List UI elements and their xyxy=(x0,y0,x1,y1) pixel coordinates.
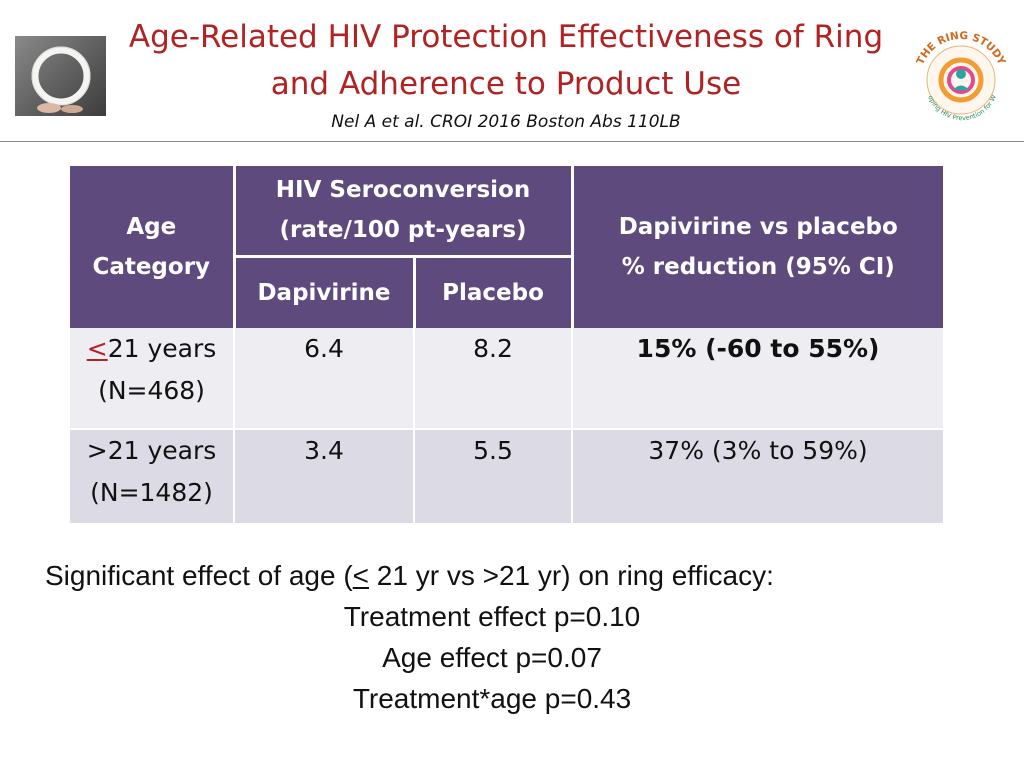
age-symbol: < xyxy=(86,334,108,363)
title-line-2: and Adherence to Product Use xyxy=(270,66,742,102)
placebo-rate: 8.2 xyxy=(412,328,573,429)
results-table: Age Category HIV Seroconversion (rate/10… xyxy=(70,166,944,523)
seroconversion-header: HIV Seroconversion (rate/100 pt-years) xyxy=(232,166,574,258)
table-row: >21 years (N=1482) 3.4 5.5 37% (3% to 59… xyxy=(70,428,944,523)
statistics-notes: Significant effect of age (< 21 yr vs >2… xyxy=(30,555,954,719)
age-category-header: Age Category xyxy=(70,166,234,328)
ring-photo xyxy=(15,36,106,116)
dapivirine-header: Dapivirine xyxy=(232,256,414,328)
age-cell: >21 years (N=1482) xyxy=(70,428,234,523)
table-row: <21 years (N=468) 6.4 8.2 15% (-60 to 55… xyxy=(70,328,944,429)
slide-title: Age-Related HIV Protection Effectiveness… xyxy=(100,14,912,108)
title-line-1: Age-Related HIV Protection Effectiveness… xyxy=(128,19,884,55)
header-divider xyxy=(0,141,1024,142)
dapivirine-rate: 6.4 xyxy=(233,328,414,429)
age-cell: <21 years (N=468) xyxy=(70,328,234,429)
notes-line-1: Significant effect of age (< 21 yr vs >2… xyxy=(45,560,774,591)
placebo-header: Placebo xyxy=(412,256,574,328)
ring-study-logo: THE RING STUDY Developing HIV Prevention… xyxy=(903,12,1016,133)
citation: Nel A et al. CROI 2016 Boston Abs 110LB xyxy=(331,112,681,132)
dapivirine-rate: 3.4 xyxy=(233,428,414,523)
age-effect: Age effect p=0.07 xyxy=(382,642,602,673)
placebo-rate: 5.5 xyxy=(412,428,573,523)
reduction-value: 15% (-60 to 55%) xyxy=(571,328,944,429)
interaction-effect: Treatment*age p=0.43 xyxy=(352,683,632,714)
reduction-header: Dapivirine vs placebo % reduction (95% C… xyxy=(572,166,944,328)
reduction-value: 37% (3% to 59%) xyxy=(571,428,944,523)
treatment-effect: Treatment effect p=0.10 xyxy=(343,601,641,632)
